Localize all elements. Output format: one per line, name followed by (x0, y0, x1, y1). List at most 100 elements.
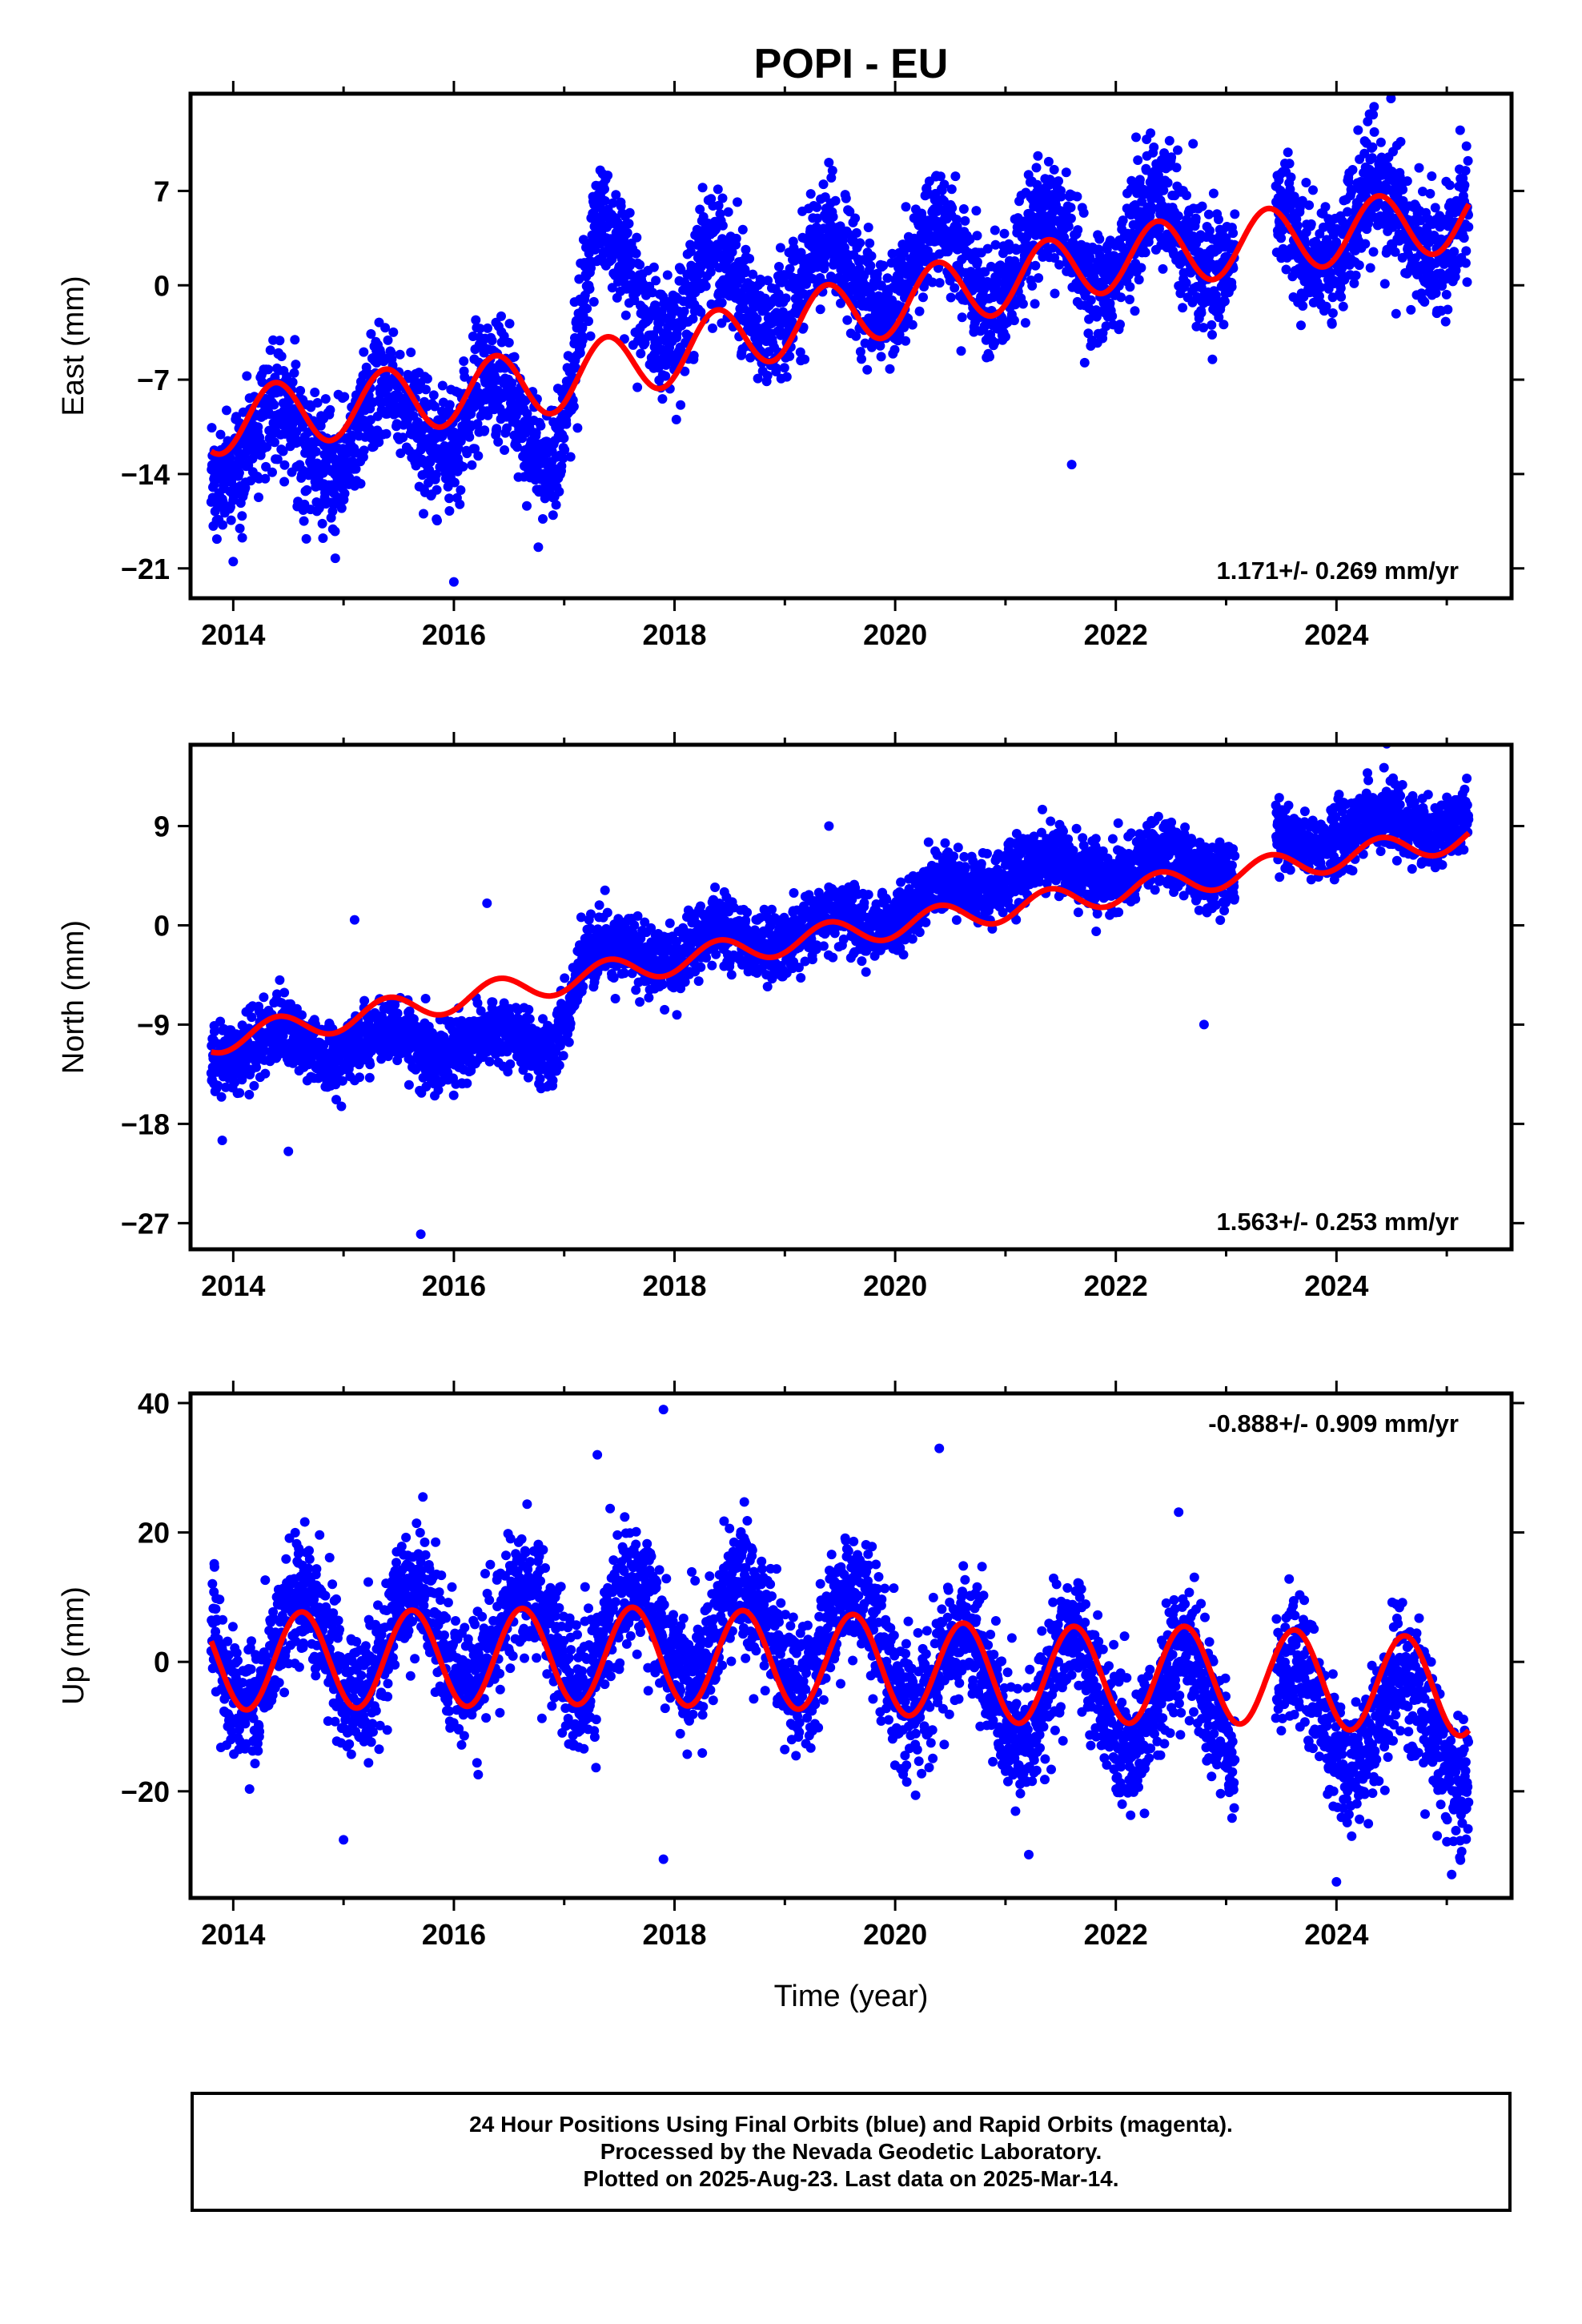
data-point (1056, 191, 1066, 202)
data-point (745, 254, 755, 263)
data-point (990, 239, 1001, 250)
data-point (685, 247, 696, 257)
data-point (919, 282, 930, 292)
data-point (1207, 320, 1217, 330)
data-point (836, 298, 845, 308)
data-point (600, 195, 610, 206)
data-point (315, 420, 326, 431)
data-point (437, 380, 448, 391)
data-point (865, 260, 876, 271)
data-point (226, 515, 236, 525)
data-point (531, 428, 541, 438)
data-point (1072, 191, 1082, 202)
data-point (748, 269, 758, 279)
data-point (471, 315, 481, 325)
data-point (679, 306, 689, 316)
data-point (1336, 292, 1347, 302)
data-point (282, 372, 292, 382)
data-point (215, 429, 226, 440)
data-point (657, 394, 668, 404)
data-point (1027, 280, 1038, 291)
data-point (789, 243, 799, 253)
data-point (622, 227, 632, 238)
data-point (688, 314, 698, 324)
data-point (1066, 203, 1076, 213)
data-point (1034, 273, 1044, 283)
data-point (422, 374, 432, 384)
data-point (1084, 314, 1094, 324)
data-point (1181, 278, 1191, 288)
data-point (1427, 171, 1437, 181)
data-point (554, 486, 564, 497)
data-point (588, 296, 599, 307)
data-point (278, 446, 288, 456)
data-point (538, 514, 548, 524)
data-point (1292, 220, 1303, 231)
data-point (467, 460, 477, 470)
data-point (1018, 299, 1028, 309)
data-point (927, 277, 938, 287)
x-tick-label: 2024 (1304, 618, 1368, 651)
data-point (209, 479, 219, 489)
data-point (568, 401, 579, 412)
data-point (1283, 147, 1293, 158)
y-tick-label: −14 (121, 458, 170, 491)
data-point (440, 441, 450, 451)
data-point (355, 1072, 364, 1083)
data-point (325, 404, 335, 415)
data-point (472, 419, 483, 429)
data-point (971, 206, 982, 216)
data-point (696, 307, 706, 317)
data-point (1296, 320, 1306, 331)
data-point (263, 364, 274, 375)
data-point (577, 335, 588, 345)
data-point (381, 428, 391, 439)
data-point (1105, 298, 1115, 308)
data-point (1460, 166, 1471, 176)
data-point (406, 348, 416, 357)
data-point (705, 267, 716, 277)
model-curve (209, 193, 1472, 457)
data-point (1173, 211, 1183, 221)
data-point (661, 360, 671, 370)
data-point (1353, 125, 1363, 135)
data-point (287, 377, 298, 388)
data-point (272, 454, 283, 464)
data-point (1158, 185, 1169, 195)
data-point (279, 987, 290, 998)
data-point (493, 436, 504, 447)
data-point (1451, 265, 1461, 275)
data-point (894, 329, 905, 340)
data-point (558, 453, 568, 464)
data-point (247, 1012, 257, 1023)
data-point (359, 347, 369, 357)
data-point (866, 251, 877, 261)
data-point (388, 327, 399, 337)
data-point (950, 283, 960, 293)
data-point (473, 451, 484, 461)
data-point (458, 461, 468, 472)
x-tick-label: 2014 (201, 618, 265, 651)
data-point (1092, 309, 1102, 320)
data-point (1461, 246, 1472, 256)
data-point (336, 503, 347, 513)
data-point (1063, 221, 1074, 231)
data-point (1363, 116, 1373, 127)
data-point (1461, 141, 1472, 151)
data-point (872, 268, 882, 279)
data-point (771, 363, 781, 373)
data-point (624, 219, 634, 229)
data-point (1449, 247, 1460, 257)
data-point (374, 437, 384, 448)
data-point (462, 1078, 472, 1088)
data-point (828, 211, 838, 222)
data-point (216, 1092, 227, 1102)
data-point (616, 201, 626, 211)
data-point (671, 414, 681, 424)
data-point (1078, 207, 1089, 218)
observation-points (206, 745, 1474, 1240)
data-point (359, 445, 369, 456)
data-point (1199, 323, 1209, 333)
data-point (863, 223, 873, 232)
